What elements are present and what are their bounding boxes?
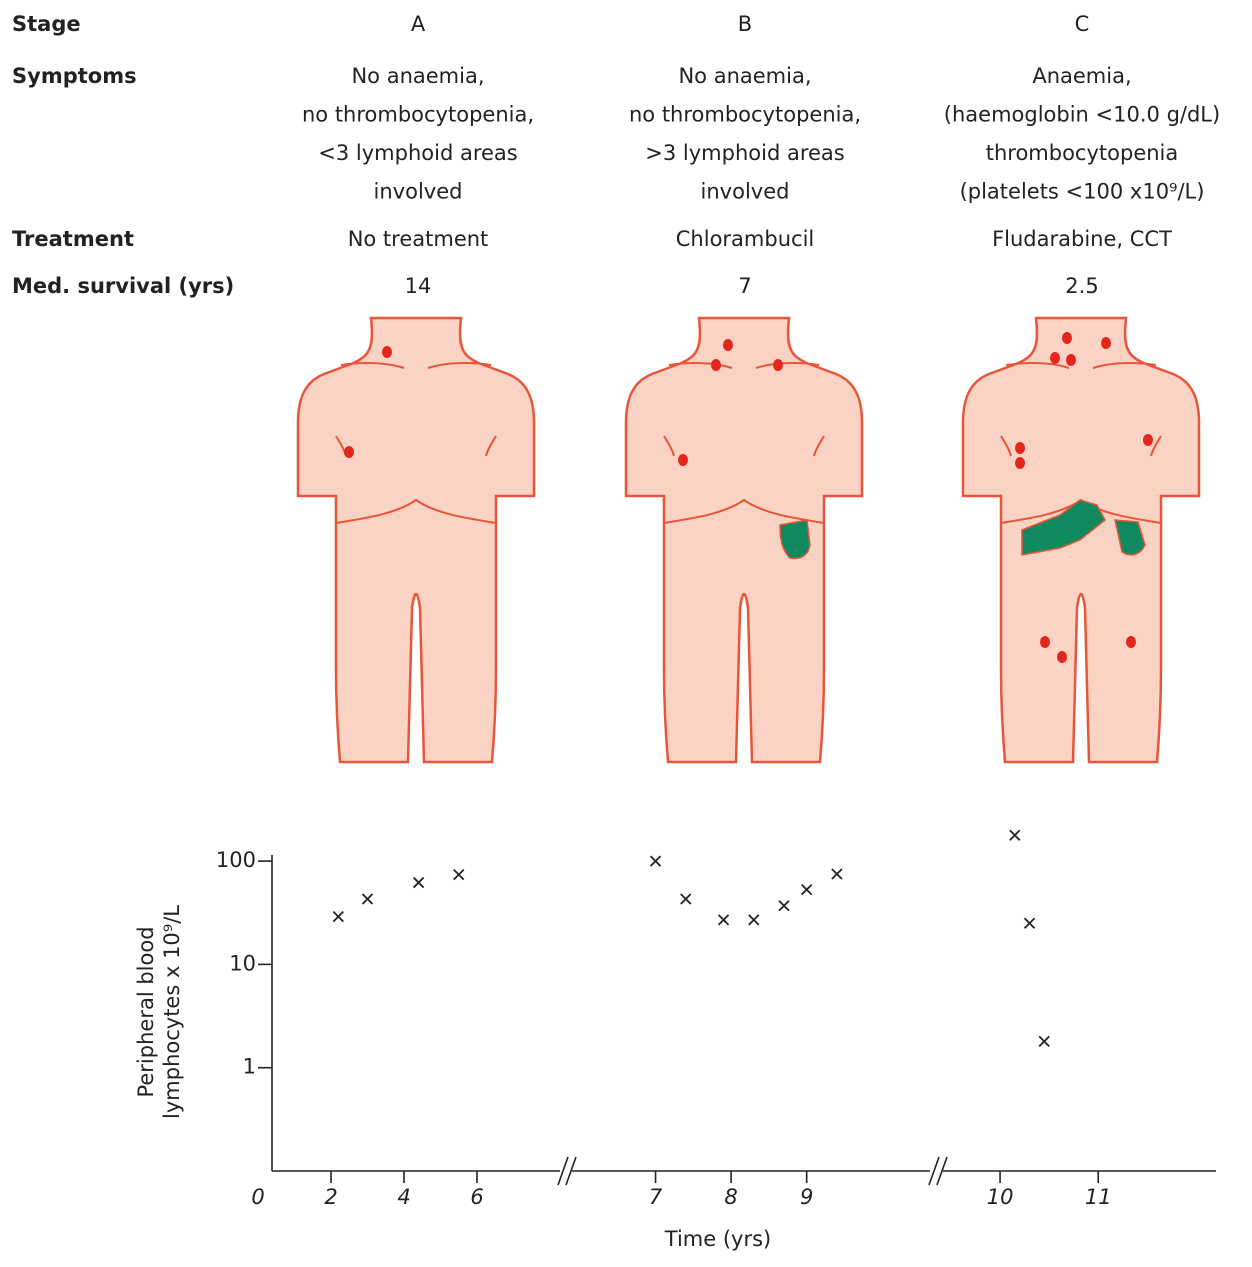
data-point: [831, 868, 843, 880]
data-point: [649, 855, 662, 867]
treatment: No treatment: [348, 227, 489, 251]
x-tick-label: 7: [649, 1185, 663, 1209]
treatment: Fludarabine, CCT: [992, 227, 1172, 251]
row-label: Stage: [12, 12, 81, 36]
y-axis-label: Peripheral bloodlymphocytes x 10⁹/L: [134, 905, 184, 1119]
symptom-line: (haemoglobin <10.0 g/dL): [944, 103, 1220, 127]
x-tick-label: 9: [800, 1185, 813, 1209]
x-tick-label: 8: [724, 1185, 737, 1209]
data-point: [361, 893, 374, 905]
x-tick-label: 4: [397, 1185, 410, 1209]
stage-table: Stage Symptoms Treatment Med. survival (…: [12, 12, 234, 298]
symptom-line: <3 lymphoid areas: [318, 141, 517, 165]
y-tick-label: 1: [243, 1055, 256, 1079]
x-tick-label: 2: [324, 1185, 337, 1209]
data-point: [1009, 829, 1021, 841]
data-point: [412, 876, 425, 889]
y-axis-label-line: lymphocytes x 10⁹/L: [160, 905, 184, 1119]
stage-label: A: [411, 12, 426, 36]
axis-break: [928, 1156, 948, 1186]
symptom-line: Anaemia,: [1032, 64, 1131, 88]
y-tick-label: 100: [216, 848, 256, 872]
row-label: Med. survival (yrs): [12, 274, 234, 298]
torso-b: [624, 316, 864, 764]
symptom-line: involved: [701, 180, 790, 204]
data-point: [778, 900, 790, 912]
data-point: [717, 914, 730, 926]
median-survival: 7: [738, 274, 751, 298]
symptom-line: no thrombocytopenia,: [302, 103, 534, 127]
symptom-line: No anaemia,: [678, 64, 811, 88]
symptom-line: No anaemia,: [351, 64, 484, 88]
torso-a: [296, 316, 536, 764]
row-label: Symptoms: [12, 64, 137, 88]
data-point: [332, 911, 344, 923]
y-axis-label-line: Peripheral blood: [134, 926, 158, 1097]
data-point: [680, 893, 692, 905]
data-point: [1023, 917, 1036, 929]
axis-break: [557, 1156, 577, 1186]
symptom-line: thrombocytopenia: [986, 141, 1179, 165]
data-point: [453, 868, 465, 881]
treatment: Chlorambucil: [676, 227, 814, 251]
symptom-line: no thrombocytopenia,: [629, 103, 861, 127]
x-tick-label: 10: [987, 1185, 1014, 1209]
body-diagrams: [296, 316, 1201, 764]
symptom-line: (platelets <100 x10⁹/L): [960, 180, 1205, 204]
x-tick-label: 0: [251, 1185, 264, 1209]
median-survival: 14: [405, 274, 432, 298]
data-point: [748, 914, 760, 926]
x-axis-label: Time (yrs): [664, 1227, 771, 1251]
symptom-line: >3 lymphoid areas: [645, 141, 844, 165]
x-tick-label: 6: [470, 1185, 483, 1209]
data-point: [801, 883, 813, 896]
y-tick-label: 10: [229, 951, 256, 975]
median-survival: 2.5: [1065, 274, 1098, 298]
symptom-line: involved: [374, 180, 463, 204]
stage-label: B: [738, 12, 752, 36]
stage-label: C: [1075, 12, 1090, 36]
lymph-nodes: [344, 332, 1153, 663]
data-point: [1038, 1035, 1050, 1047]
x-tick-label: 11: [1085, 1185, 1112, 1209]
organ-enlargement: [779, 499, 1146, 560]
row-label: Treatment: [12, 227, 134, 251]
